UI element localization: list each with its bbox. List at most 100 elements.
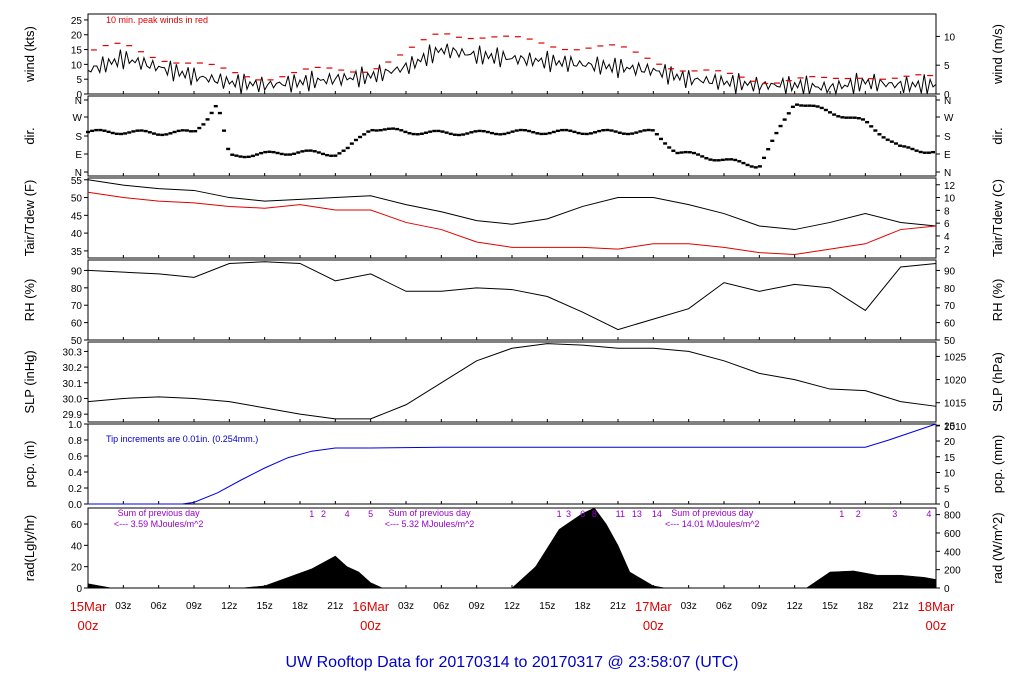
y-label-left: rad(Lgly/hr) [22,515,37,581]
dir-point [828,111,832,114]
dir-point [234,154,239,157]
panel-rad: rad(Lgly/hr) rad (W/m^2)02040600200400600… [22,507,1005,595]
dir-point [333,154,338,157]
dir-point [316,151,321,154]
dir-point [444,131,449,134]
dir-point [469,131,474,134]
dir-point [374,129,379,132]
y-tick-label-right: 10 [944,194,956,205]
x-hour-label: 15z [257,601,273,612]
dir-point [448,132,453,136]
y-tick-label: 0 [76,90,82,101]
dir-point [856,117,861,120]
dir-point [547,131,552,135]
dir-point [123,132,128,135]
dir-point [98,128,103,132]
x-hour-label: 09z [469,601,485,612]
x-day-label: 17Mar [635,599,673,614]
y-tick-label-right: 80 [944,284,956,295]
y-tick-label: 55 [71,176,83,187]
dir-point [918,150,923,154]
dir-point [296,151,301,154]
x-hour-label: 03z [398,601,414,612]
dir-point [139,129,144,132]
dir-point [667,146,672,149]
dir-point [279,152,284,156]
dir-point [762,156,767,160]
y-tick-label: 30.2 [63,363,83,374]
panel-slp: SLP (inHg) SLP (hPa) 29.9 30.0 30.1 30.2 30.3 1… [22,341,1005,433]
x-hour-label: 21z [893,601,909,612]
dir-point [708,158,713,161]
dir-point [201,123,206,126]
y-tick-label: 30.3 [63,347,83,358]
dir-point [774,131,779,135]
x-hour-label: 21z [327,601,343,612]
rad-event-label: 3 [892,509,897,519]
dir-point [844,116,849,119]
rad-event-label: 5 [368,509,373,519]
dir-point [419,132,424,135]
y-tick-label: 50 [71,194,83,205]
y-tick-label: 80 [71,284,83,295]
dir-point [378,128,383,132]
dir-point [522,128,527,132]
dir-point [440,130,445,133]
dir-point [679,151,684,154]
panel-rh: RH (%) RH (%) 50 60 70 80 90 50 60 70 80 90 [22,259,1005,347]
x-hour-label: 03z [681,601,697,612]
dir-point [127,131,132,134]
y-tick-label: 60 [71,520,83,531]
dir-point [724,158,729,161]
dir-point [580,132,585,136]
x-hour-label: 12z [504,601,520,612]
y-tick-label-right: 200 [944,566,961,577]
x-day-hour-label: 00z [926,618,947,633]
dir-point [502,132,507,136]
y-tick-label-right: 10 [944,32,956,43]
y-tick-label: 0.0 [68,500,82,511]
dir-point [238,155,243,158]
dir-point [832,113,837,116]
dir-point [778,124,783,128]
dir-point [753,166,758,169]
y-tick-label-right: 10 [944,469,956,480]
dir-point [543,132,548,136]
dir-point [86,130,90,134]
dir-point [366,130,371,133]
dir-point [745,163,750,167]
dir-point [663,142,668,145]
y-tick-label-right: 60 [944,319,956,330]
y-tick-label: 1.0 [68,420,82,431]
dir-point [180,129,185,132]
dir-point [267,150,272,153]
dir-point [164,133,169,136]
dir-point [893,142,898,145]
dir-point [271,150,276,154]
x-hour-label: 09z [751,601,767,612]
dir-point [176,129,181,133]
y-tick-label-right: 20 [944,437,956,448]
dir-point [514,129,519,132]
dir-point [407,132,412,135]
dir-point [683,150,688,154]
y-tick-label-right: 25 [944,421,956,432]
y-tick-label-right: 8 [944,206,950,217]
y-tick-label: 40 [71,541,83,552]
panel-pcp: pcp. (in) pcp. (mm) 0.0 0.2 0.4 0.6 0.8 1.0 0 5 10… [22,420,1005,511]
dir-point [572,130,577,134]
x-hour-label: 18z [857,601,873,612]
y-tick-label-right: 800 [944,511,961,522]
dir-point [395,127,400,131]
y-tick-label-right: 1025 [944,352,967,363]
dir-point [485,130,490,134]
x-hour-label: 06z [433,601,449,612]
dir-point [597,129,602,133]
dir-point [189,130,194,133]
dir-point [638,130,643,133]
y-tick-label-right: 90 [944,266,956,277]
dir-point [424,131,429,134]
dir-point [415,133,420,136]
dir-point [370,128,375,132]
